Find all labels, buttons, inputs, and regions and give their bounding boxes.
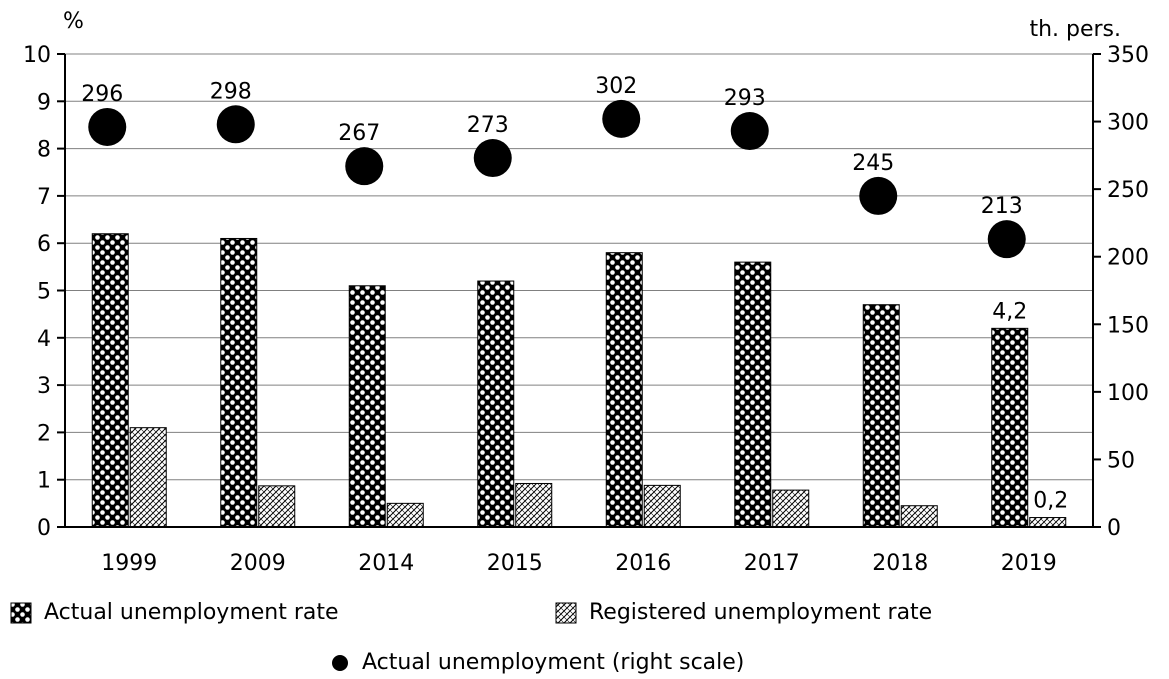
bar-actual-rate — [348, 285, 386, 528]
right-tick-label: 0 — [1107, 516, 1121, 541]
bar-registered-rate — [515, 482, 553, 528]
scatter-point — [88, 107, 127, 146]
left-tick-label: 1 — [37, 469, 51, 494]
right-tick-label: 350 — [1107, 43, 1149, 68]
legend-item-actual-people: Actual unemployment (right scale) — [330, 650, 744, 675]
bar-actual-rate — [991, 327, 1029, 528]
bar-actual-rate — [477, 280, 515, 528]
bar-label-actual-last: 4,2 — [992, 299, 1027, 324]
scatter-label: 302 — [595, 74, 637, 99]
x-tick-label: 1999 — [101, 551, 157, 576]
left-tick-label: 3 — [37, 374, 51, 399]
bar-registered-rate — [900, 505, 938, 528]
scatter-label: 298 — [210, 79, 252, 104]
left-tick-label: 8 — [37, 138, 51, 163]
scatter-label: 245 — [852, 151, 894, 176]
scatter-label: 213 — [981, 194, 1023, 219]
right-tick-label: 100 — [1107, 381, 1149, 406]
scatter-label: 267 — [338, 121, 380, 146]
legend-swatch-registered-rate — [555, 602, 577, 623]
scatter-point — [602, 99, 641, 138]
bar-registered-rate — [643, 484, 681, 528]
scatter-point — [987, 220, 1026, 259]
left-tick-label: 5 — [37, 280, 51, 305]
left-axis-unit: % — [63, 9, 84, 34]
bar-registered-rate — [129, 427, 167, 528]
x-tick-label: 2017 — [744, 551, 800, 576]
legend-label-actual-people: Actual unemployment (right scale) — [362, 650, 745, 675]
legend-item-actual-rate: Actual unemployment rate — [10, 600, 339, 625]
right-tick-label: 150 — [1107, 313, 1149, 338]
bar-actual-rate — [734, 261, 772, 528]
x-tick-label: 2016 — [615, 551, 671, 576]
right-axis-unit: th. pers. — [1029, 17, 1121, 42]
bar-registered-rate — [258, 485, 296, 528]
right-tick-label: 200 — [1107, 246, 1149, 271]
scatter-label: 296 — [81, 82, 123, 107]
bar-actual-rate — [862, 304, 900, 528]
legend-item-registered-rate: Registered unemployment rate — [555, 600, 932, 625]
legend-label-registered-rate: Registered unemployment rate — [589, 600, 933, 625]
scatter-point — [730, 112, 769, 151]
bar-registered-rate — [1029, 517, 1067, 528]
legend-swatch-actual-rate — [10, 602, 32, 623]
bar-actual-rate — [220, 237, 258, 528]
x-tick-label: 2015 — [487, 551, 543, 576]
legend-label-actual-rate: Actual unemployment rate — [44, 600, 339, 625]
bars — [91, 233, 1067, 528]
scatter-point — [345, 147, 384, 186]
scatter-point — [473, 139, 512, 178]
left-tick-label: 10 — [23, 43, 51, 68]
scatter-point — [859, 176, 898, 215]
data-labels: 296 298 267 273 302 293 245 213 4,2 0,2 — [81, 74, 1068, 514]
right-tick-label: 50 — [1107, 448, 1135, 473]
scatter-label: 273 — [467, 113, 509, 138]
scatter-label: 293 — [724, 86, 766, 111]
bar-actual-rate — [91, 233, 129, 528]
scatter-points — [88, 99, 1026, 259]
right-tick-label: 300 — [1107, 111, 1149, 136]
x-tick-label: 2009 — [230, 551, 286, 576]
bar-registered-rate — [772, 489, 810, 528]
left-tick-label: 7 — [37, 185, 51, 210]
left-tick-label: 0 — [37, 516, 51, 541]
bar-registered-rate — [386, 502, 424, 528]
scatter-point — [216, 105, 255, 144]
legend-swatch-actual-people — [332, 654, 348, 671]
left-tick-label: 4 — [37, 327, 51, 352]
x-tick-label: 2014 — [358, 551, 414, 576]
left-tick-label: 6 — [37, 232, 51, 257]
left-tick-label: 2 — [37, 421, 51, 446]
bar-actual-rate — [605, 252, 643, 528]
x-tick-label: 2019 — [1001, 551, 1057, 576]
bar-label-registered-last: 0,2 — [1033, 489, 1068, 514]
x-tick-label: 2018 — [872, 551, 928, 576]
left-tick-label: 9 — [37, 90, 51, 115]
right-tick-label: 250 — [1107, 178, 1149, 203]
